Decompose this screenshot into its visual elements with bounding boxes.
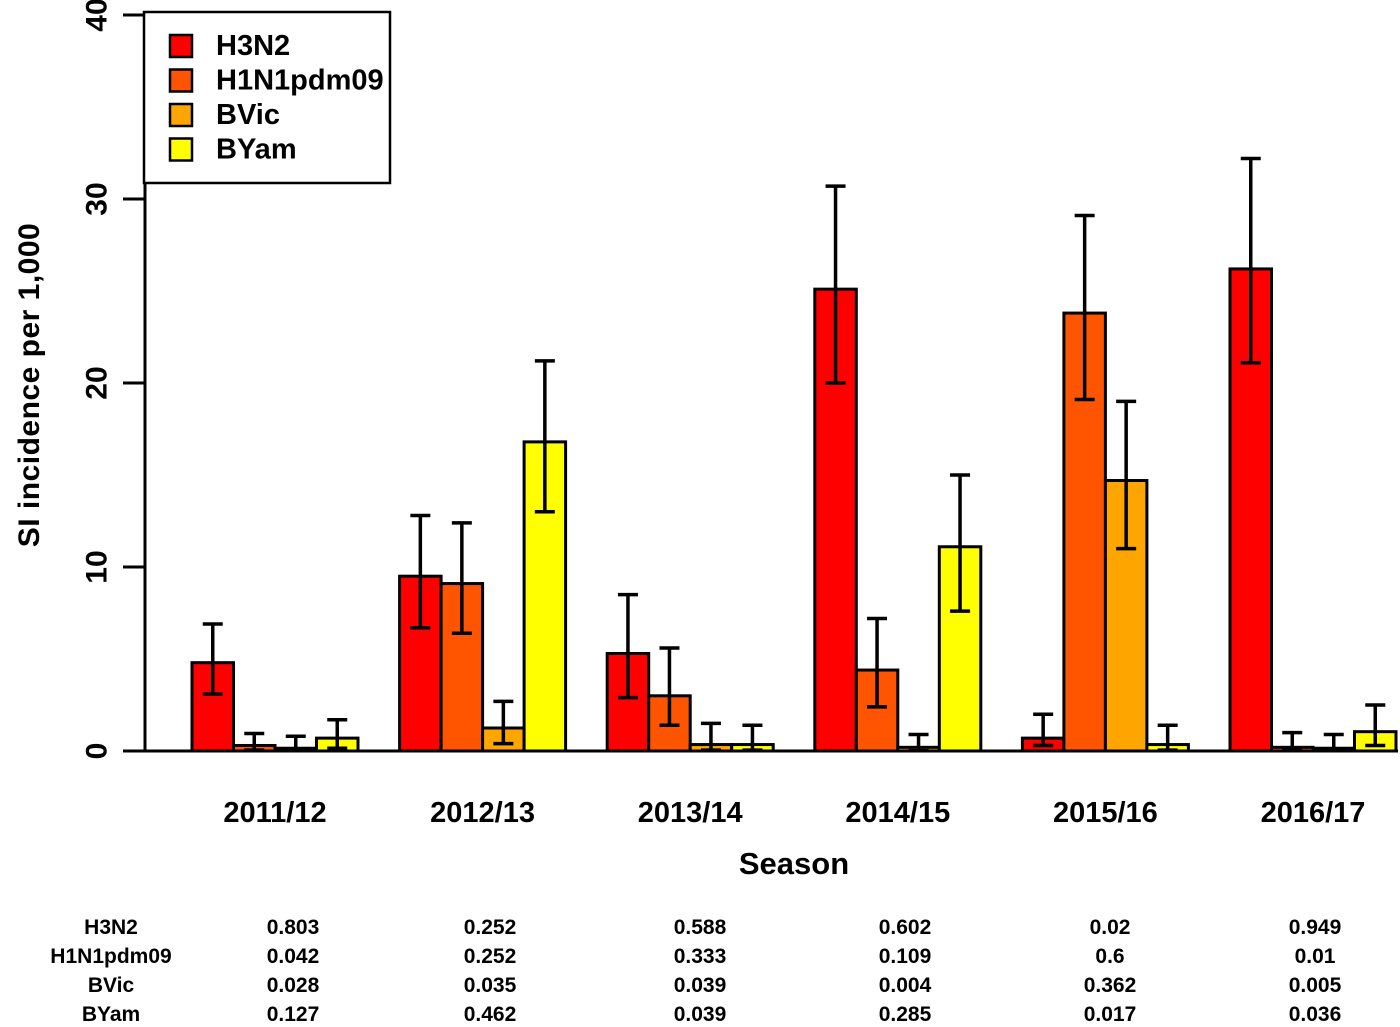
y-tick-label: 40 (81, 0, 114, 32)
table-cell-byam-2013-14: 0.039 (673, 1003, 727, 1026)
table-cell-h1n1pdm09-2011-12: 0.042 (266, 945, 320, 968)
table-cell-byam-2016-17: 0.036 (1288, 1003, 1342, 1026)
table-cell-byam-2015-16: 0.017 (1083, 1003, 1137, 1026)
table-cell-h1n1pdm09-2013-14: 0.333 (673, 945, 727, 968)
x-tick-label: 2012/13 (430, 797, 535, 829)
table-cell-h3n2-2016-17: 0.949 (1288, 916, 1342, 939)
table-cell-bvic-2011-12: 0.028 (266, 974, 320, 997)
y-tick-label: 0 (81, 743, 114, 760)
incidence-bar-chart: 0 10 20 30 40 2011/12 2012/13 2013/14 2014/15 201… (81, 0, 1398, 829)
legend-swatch-bvic (168, 102, 194, 128)
table-row-label-h1n1pdm09: H1N1pdm09 (50, 945, 172, 968)
y-axis-title: SI incidence per 1,000 (13, 222, 46, 548)
table-row-label-bvic: BVic (87, 974, 135, 997)
legend-label-byam: BYam (216, 134, 297, 166)
table-cell-h1n1pdm09-2015-16: 0.6 (1095, 945, 1125, 968)
x-tick-label: 2016/17 (1261, 797, 1366, 829)
table-cell-h3n2-2011-12: 0.803 (266, 916, 320, 939)
table-cell-h1n1pdm09-2014-15: 0.109 (878, 945, 932, 968)
table-cell-bvic-2014-15: 0.004 (878, 974, 932, 997)
table-row-label-byam: BYam (81, 1003, 141, 1026)
table-cell-h3n2-2013-14: 0.588 (673, 916, 727, 939)
x-tick-label: 2013/14 (638, 797, 743, 829)
x-tick-label: 2014/15 (845, 797, 950, 829)
table-cell-byam-2011-12: 0.127 (266, 1003, 320, 1026)
table-row-label-h3n2: H3N2 (84, 916, 138, 939)
y-tick-label: 30 (81, 182, 114, 215)
table-cell-byam-2012-13: 0.462 (463, 1003, 517, 1026)
x-axis-title: Season (738, 846, 850, 881)
table-cell-byam-2014-15: 0.285 (878, 1003, 932, 1026)
table-cell-h3n2-2015-16: 0.02 (1089, 916, 1131, 939)
legend-label-h1n1pdm09: H1N1pdm09 (216, 65, 384, 97)
y-tick-label: 20 (81, 366, 114, 399)
legend-swatch-h3n2 (168, 33, 194, 59)
table-cell-bvic-2012-13: 0.035 (463, 974, 517, 997)
x-tick-label: 2015/16 (1053, 797, 1158, 829)
table-cell-h1n1pdm09-2016-17: 0.01 (1294, 945, 1336, 968)
table-cell-h1n1pdm09-2012-13: 0.252 (463, 945, 517, 968)
table-cell-h3n2-2014-15: 0.602 (878, 916, 932, 939)
x-tick-label: 2011/12 (223, 797, 326, 829)
table-cell-bvic-2013-14: 0.039 (673, 974, 727, 997)
legend-swatch-byam (168, 137, 194, 162)
legend-label-h3n2: H3N2 (216, 30, 290, 62)
legend-label-bvic: BVic (216, 99, 280, 131)
y-tick-label: 10 (81, 550, 114, 583)
table-cell-h3n2-2012-13: 0.252 (463, 916, 517, 939)
legend-swatch-h1n1pdm09 (168, 68, 194, 93)
table-cell-bvic-2016-17: 0.005 (1288, 974, 1342, 997)
table-cell-bvic-2015-16: 0.362 (1083, 974, 1137, 997)
